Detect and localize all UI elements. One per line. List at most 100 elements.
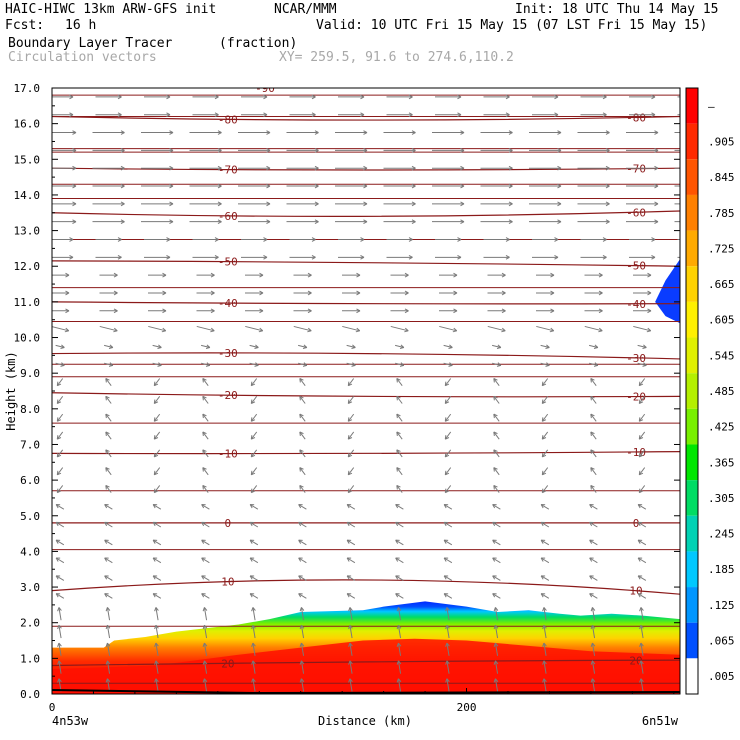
colorbar-label: .845 — [708, 171, 735, 184]
y-tick-label: 11.0 — [14, 296, 41, 309]
vector-arrow-head — [72, 132, 77, 135]
vector-arrow-head — [254, 347, 259, 350]
vector-arrow-head — [493, 449, 498, 452]
vector-arrow — [347, 467, 355, 476]
vector-arrow-head — [105, 414, 107, 419]
vector-arrow-head — [169, 148, 174, 151]
vector-arrow-head — [346, 522, 350, 527]
vector-arrow-head — [214, 237, 219, 240]
vector-arrow-head — [543, 607, 547, 611]
vector-arrow-head — [396, 467, 398, 472]
vector-arrow — [346, 575, 356, 581]
vector-arrow-head — [347, 488, 350, 493]
vector-arrow-head — [351, 347, 356, 350]
vector-arrow-head — [314, 130, 319, 133]
vector-arrow-head — [266, 132, 271, 135]
vector-arrow-head — [307, 272, 312, 276]
vector-arrow-head — [57, 642, 60, 647]
vector-arrow-head — [202, 431, 207, 435]
vector-arrow-head — [205, 347, 210, 350]
vector-arrow-head — [56, 452, 59, 458]
vector-arrow — [106, 660, 111, 674]
vector-arrow-head — [395, 575, 399, 580]
vector-arrow-head — [404, 290, 409, 294]
vector-arrow-head — [113, 272, 118, 276]
vector-arrow-head — [703, 150, 707, 152]
vector-arrow-head — [411, 219, 416, 223]
vector-arrow — [58, 607, 62, 621]
vector-arrow-head — [56, 381, 59, 386]
vector-arrow-head — [249, 575, 253, 580]
vector-arrow — [637, 362, 647, 366]
vector-arrow — [342, 325, 360, 332]
vector-arrow-head — [590, 449, 592, 454]
vector-arrow — [590, 378, 597, 386]
vector-arrow-head — [543, 624, 547, 629]
vector-arrow-head — [411, 167, 416, 171]
vector-arrow — [541, 396, 549, 404]
vector-arrow-head — [55, 522, 59, 527]
vector-arrow-head — [497, 344, 502, 348]
vector-arrow-head — [541, 381, 544, 386]
vector-arrow-head — [205, 364, 210, 367]
vector-arrow — [152, 575, 162, 581]
isotherm-label: 10 — [221, 576, 234, 589]
y-tick-label: 14.0 — [14, 189, 41, 202]
vector-arrow-head — [72, 130, 77, 133]
vector-arrow-head — [266, 167, 271, 171]
vector-arrow — [250, 467, 258, 476]
vector-arrow-head — [640, 678, 644, 683]
vector-arrow — [536, 325, 554, 332]
vector-arrow-head — [363, 165, 368, 169]
vector-arrow-head — [69, 239, 74, 242]
vector-arrow-head — [251, 490, 256, 494]
vector-arrow-head — [449, 362, 453, 366]
vector-arrow — [492, 504, 501, 510]
colorbar-swatch — [686, 337, 698, 374]
vector-arrow-head — [169, 130, 174, 133]
vector-arrow-head — [639, 678, 642, 683]
isotherm-line — [52, 392, 680, 398]
vector-arrow-head — [72, 148, 77, 151]
vector-arrow-head — [589, 575, 593, 580]
vector-arrow-head — [460, 201, 465, 205]
vector-arrow-head — [640, 624, 644, 629]
vector-arrow-head — [155, 607, 159, 611]
vector-arrow-head — [445, 678, 448, 683]
vector-arrow-head — [252, 642, 256, 647]
vector-arrow — [640, 642, 644, 656]
isotherm-label: -70 — [218, 164, 238, 177]
vector-arrow-head — [263, 256, 268, 260]
vector-arrow-head — [154, 383, 159, 387]
colorbar-label: .665 — [708, 278, 735, 291]
vector-arrow-head — [202, 642, 205, 647]
isotherm-label: -80 — [218, 113, 238, 126]
vector-arrow-head — [446, 642, 450, 647]
vector-arrow-head — [495, 660, 499, 665]
vector-arrow-head — [703, 133, 707, 135]
vector-arrow — [591, 625, 596, 639]
vector-arrow-head — [545, 347, 550, 350]
vector-arrow-head — [72, 221, 77, 225]
vector-arrow-head — [360, 94, 365, 98]
vector-arrow-head — [299, 678, 302, 683]
vector-arrow-head — [249, 539, 253, 544]
vector-arrow-head — [169, 203, 174, 207]
vector-arrow-head — [495, 607, 499, 611]
vector-arrow — [201, 362, 210, 366]
vector-arrow-head — [542, 642, 545, 647]
vector-arrow-head — [703, 166, 707, 168]
vector-arrow-head — [444, 470, 447, 475]
vector-arrow — [298, 539, 307, 546]
vector-arrow — [492, 521, 501, 528]
vector-arrow — [55, 593, 65, 599]
vector-arrow-head — [347, 435, 350, 440]
vector-arrow-head — [654, 165, 659, 169]
vector-arrow-head — [404, 274, 409, 278]
vector-arrow-head — [651, 239, 656, 242]
vector-arrow-head — [299, 431, 301, 436]
vector-arrow-head — [258, 330, 263, 333]
vector-arrow-head — [445, 490, 450, 494]
vector-arrow — [346, 521, 356, 528]
vector-arrow-head — [202, 449, 204, 454]
